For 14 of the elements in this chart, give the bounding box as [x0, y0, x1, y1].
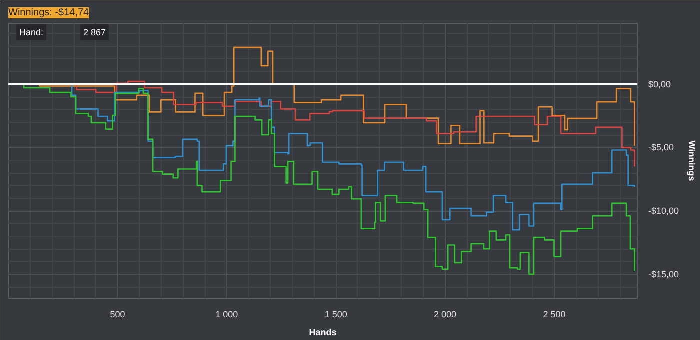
y-tick-label: -$15,00	[648, 269, 680, 280]
annotation: 2 867	[84, 28, 106, 38]
annotation: Hand:	[20, 28, 44, 38]
y-tick-label: -$5,00	[648, 142, 674, 153]
x-tick-label: 1 500	[324, 310, 348, 320]
y-tick-label: $0,00	[648, 79, 672, 90]
x-tick-label: 2 500	[543, 310, 566, 320]
x-tick-label: 2 000	[434, 310, 457, 320]
x-axis-title: Hands	[309, 328, 337, 338]
y-tick-label: -$10,00	[648, 206, 680, 216]
chart-title: Winnings: -$14,74	[8, 8, 90, 18]
x-tick-label: 500	[110, 310, 126, 320]
x-tick-label: 1 000	[216, 310, 238, 320]
y-axis-title: Winnings	[687, 140, 698, 182]
